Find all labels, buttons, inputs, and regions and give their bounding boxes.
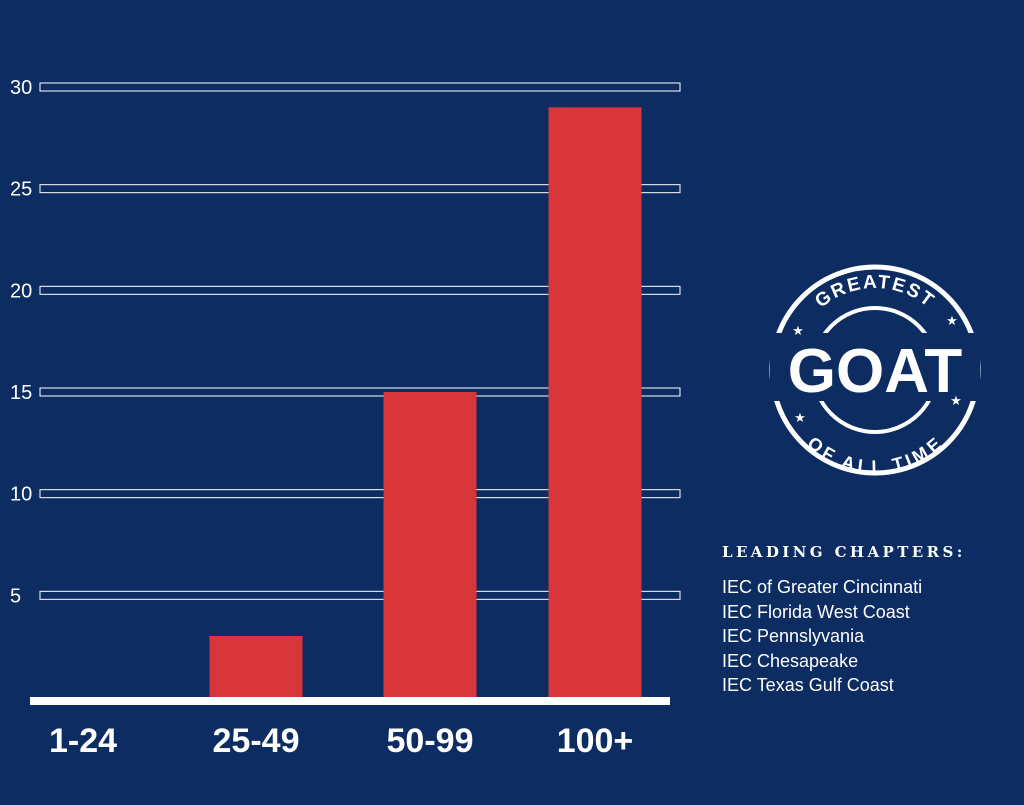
gridlines bbox=[39, 82, 681, 600]
bar-chart: 5 10 15 20 25 30 1-24 25-49 50-99 100+ bbox=[10, 77, 681, 760]
y-tick-label: 30 bbox=[10, 77, 32, 99]
y-axis-ticks: 5 10 15 20 25 30 bbox=[10, 77, 32, 607]
goat-badge-logo: GREATEST OF ALL TIME GOAT ★ ★ ★ ★ bbox=[769, 264, 981, 477]
y-tick-label: 20 bbox=[10, 280, 32, 302]
x-category-label: 100+ bbox=[557, 722, 634, 760]
x-axis-categories: 1-24 25-49 50-99 100+ bbox=[49, 722, 633, 760]
x-category-label: 25-49 bbox=[213, 722, 300, 760]
gridline bbox=[39, 285, 681, 295]
gridline bbox=[39, 184, 681, 194]
star-icon: ★ bbox=[794, 410, 806, 425]
chapter-item: IEC Texas Gulf Coast bbox=[722, 675, 894, 695]
bar-50-99 bbox=[383, 392, 477, 697]
leading-chapters-panel: LEADING CHAPTERS: IEC of Greater Cincinn… bbox=[722, 543, 966, 698]
x-axis-baseline bbox=[30, 697, 670, 705]
y-tick-label: 15 bbox=[10, 382, 32, 404]
gridline bbox=[39, 489, 681, 499]
x-category-label: 50-99 bbox=[387, 722, 474, 760]
y-tick-label: 25 bbox=[10, 179, 32, 201]
bar-25-49 bbox=[209, 636, 303, 697]
chapter-list: IEC of Greater Cincinnati IEC Florida We… bbox=[722, 575, 966, 698]
gridline bbox=[39, 387, 681, 397]
y-tick-label: 5 bbox=[10, 585, 21, 607]
badge-bottom-text: OF ALL TIME bbox=[804, 433, 947, 477]
y-tick-label: 10 bbox=[10, 484, 32, 506]
x-category-label: 1-24 bbox=[49, 722, 117, 760]
star-icon: ★ bbox=[792, 323, 804, 338]
star-icon: ★ bbox=[946, 313, 958, 328]
chapter-item: IEC Florida West Coast bbox=[722, 601, 910, 622]
star-icon: ★ bbox=[950, 393, 962, 408]
leading-chapters-heading: LEADING CHAPTERS: bbox=[722, 543, 966, 561]
chapter-item: IEC of Greater Cincinnati bbox=[722, 577, 923, 597]
bar-100+ bbox=[548, 107, 642, 698]
bars bbox=[209, 107, 642, 698]
chapter-item: IEC Pennslyvania bbox=[722, 626, 865, 646]
gridline bbox=[39, 590, 681, 600]
gridline bbox=[39, 82, 681, 92]
badge-main-text: GOAT bbox=[788, 337, 963, 406]
chapter-item: IEC Chesapeake bbox=[722, 650, 859, 671]
